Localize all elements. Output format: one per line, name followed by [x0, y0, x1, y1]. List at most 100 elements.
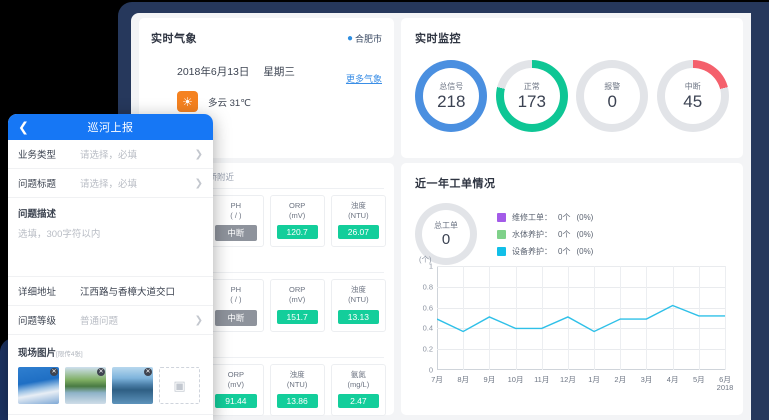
chart-vgridline — [541, 266, 543, 370]
weather-weekday: 星期三 — [263, 66, 295, 78]
metric-unit: ( / ) — [230, 211, 242, 221]
weather-date-row: 2018年6月13日 星期三 — [177, 64, 394, 79]
field-address[interactable]: 详细地址 江西路与香樟大道交口 — [8, 277, 213, 306]
photo-thumbnail[interactable]: ✕ — [112, 367, 153, 404]
metric-value: 91.44 — [215, 393, 257, 408]
metric-value: 26.07 — [337, 225, 379, 240]
legend-pct: (0%) — [576, 246, 594, 256]
chart-vgridline — [698, 266, 700, 370]
metric-label: PH — [230, 201, 242, 210]
photo-thumbnail[interactable]: ✕ — [65, 367, 106, 404]
field-business-type-label: 业务类型 — [18, 150, 57, 161]
field-issue-title-label: 问题标题 — [18, 179, 57, 190]
weather-title: 实时气象 — [151, 33, 197, 45]
chart-x-tick: 12月 — [559, 375, 576, 384]
metric-value: 中断 — [215, 309, 257, 326]
weather-condition: 多云 31℃ — [208, 97, 251, 109]
weather-header: 实时气象 ● 合肥市 — [139, 18, 394, 46]
legend-swatch — [497, 246, 506, 256]
close-circle-icon[interactable]: ✕ — [97, 368, 105, 376]
chart-x-tick: 1月 — [588, 375, 600, 384]
metric-unit: (NTU) — [348, 211, 369, 221]
metric-card: ORP (mV) 151.7 — [269, 279, 325, 332]
chart-vgridline — [489, 266, 491, 370]
chevron-right-icon: ❯ — [194, 314, 203, 326]
field-business-type-placeholder: 请选择，必填 — [80, 150, 138, 161]
field-custom-1[interactable]: 自定义字段1 必填，限50字符以内 — [8, 415, 213, 420]
metric-unit: (NTU) — [348, 295, 369, 305]
chart-y-tick: 0.6 — [422, 303, 433, 313]
workorder-total-gauge: 总工单 0 — [415, 203, 477, 265]
chevron-right-icon: ❯ — [194, 177, 203, 189]
dashboard-panel: 实时气象 ● 合肥市 2018年6月13日 星期三 ☀ 多云 31℃ 更多气象 — [131, 13, 751, 420]
field-description-placeholder: 选填，300字符以内 — [18, 229, 101, 240]
weather-location[interactable]: ● 合肥市 — [347, 32, 382, 45]
metric-unit: (mV) — [289, 295, 306, 305]
sun-cloud-icon: ☀ — [177, 91, 198, 112]
legend-pct: (0%) — [576, 229, 594, 239]
workorder-legend: 维修工单： 0个 (0%) 水体养护： 0个 (0%) 设备养护： 0个 (0%) — [497, 212, 593, 257]
metric-card: ORP (mV) 91.44 — [208, 363, 264, 416]
field-photos: 现场图片[限传4张] ✕ ✕ ✕ ▣ — [8, 335, 213, 415]
metric-value: 151.7 — [276, 309, 318, 324]
metric-card: 浊度 (NTU) 26.07 — [330, 195, 386, 248]
chart-y-unit: (个) — [419, 255, 432, 264]
chevron-left-icon[interactable]: ❮ — [18, 119, 29, 135]
workorder-legend-item: 维修工单： 0个 (0%) — [497, 212, 593, 223]
chart-x-tick: 8月 — [457, 375, 470, 384]
field-address-label: 详细地址 — [18, 287, 57, 298]
chart-x-tick: 7月 — [431, 375, 443, 384]
chart-x-tick: 3月 — [640, 375, 653, 384]
chart-vgridline — [672, 266, 674, 370]
field-address-value: 江西路与香樟大道交口 — [80, 287, 176, 298]
chart-x-tick: 5月 — [692, 375, 705, 384]
gauge-label: 中断 — [684, 81, 701, 91]
chart-gridline — [437, 328, 725, 330]
weather-date: 2018年6月13日 — [177, 66, 250, 78]
weather-condition-row: ☀ 多云 31℃ — [177, 91, 394, 112]
chart-plot-area: 0 0.2 0.4 0.6 0.8 1 7月 8月 9月 10月 11月 12月 1月 2月 3月 4月 5月 6… — [423, 262, 734, 393]
weather-more-link[interactable]: 更多气象 — [345, 74, 382, 84]
chart-y-tick: 0.2 — [422, 344, 433, 354]
photo-thumbnail[interactable]: ✕ — [18, 367, 59, 404]
legend-swatch — [497, 212, 506, 222]
field-business-type[interactable]: 业务类型 请选择，必填 ❯ — [8, 140, 213, 169]
workorder-legend-item: 水体养护： 0个 (0%) — [497, 229, 593, 240]
chart-x-tick: 11月 — [534, 375, 550, 384]
chart-vgridline — [725, 266, 726, 370]
gauge-3: 中断 45 — [656, 60, 729, 132]
chart-gridline — [437, 286, 725, 288]
gauge-value: 173 — [517, 91, 546, 111]
chart-series-layer — [437, 304, 725, 333]
workorder-total-label: 总工单 — [434, 220, 458, 230]
legend-name: 设备养护： — [512, 246, 552, 256]
monitor-title: 实时监控 — [415, 33, 461, 45]
metric-label: 氨氮 — [350, 369, 366, 379]
metric-card: 浊度 (NTU) 13.86 — [269, 363, 325, 416]
metric-card: ORP (mV) 120.7 — [269, 195, 325, 248]
gauge-value: 45 — [683, 91, 703, 111]
chart-gridline — [437, 307, 725, 309]
close-circle-icon[interactable]: ✕ — [50, 368, 58, 376]
gauge-label: 正常 — [523, 81, 540, 91]
camera-icon[interactable]: ▣ — [159, 367, 200, 404]
field-issue-level[interactable]: 问题等级 普通问题 ❯ — [8, 306, 213, 335]
workorder-title: 近一年工单情况 — [415, 178, 496, 190]
chart-x-axis — [437, 369, 725, 370]
metric-value: 13.86 — [276, 393, 318, 408]
chart-vgridline — [620, 266, 622, 370]
chart-y-tick: 0.4 — [422, 323, 433, 333]
close-circle-icon[interactable]: ✕ — [144, 368, 152, 376]
weather-body: 2018年6月13日 星期三 ☀ 多云 31℃ — [139, 46, 394, 112]
metric-value: 120.7 — [276, 225, 318, 240]
mobile-report-panel: ❮ 巡河上报 业务类型 请选择，必填 ❯ 问题标题 请选择，必填 ❯ 问题描述 … — [8, 114, 213, 420]
field-issue-title[interactable]: 问题标题 请选择，必填 ❯ — [8, 169, 213, 198]
metric-unit: ( / ) — [230, 295, 242, 305]
legend-count: 0个 — [558, 212, 571, 222]
legend-name: 水体养护： — [512, 229, 552, 239]
workorder-summary: 总工单 0 维修工单： 0个 (0%) 水体养护： 0个 (0%) 设备养护： 0个 (0%) — [401, 191, 743, 265]
workorder-total-value: 0 — [441, 230, 451, 248]
chart-y-axis — [437, 266, 438, 370]
field-photos-header: 现场图片[限传4张] — [18, 343, 203, 361]
field-description[interactable]: 问题描述 选填，300字符以内 — [8, 198, 213, 277]
